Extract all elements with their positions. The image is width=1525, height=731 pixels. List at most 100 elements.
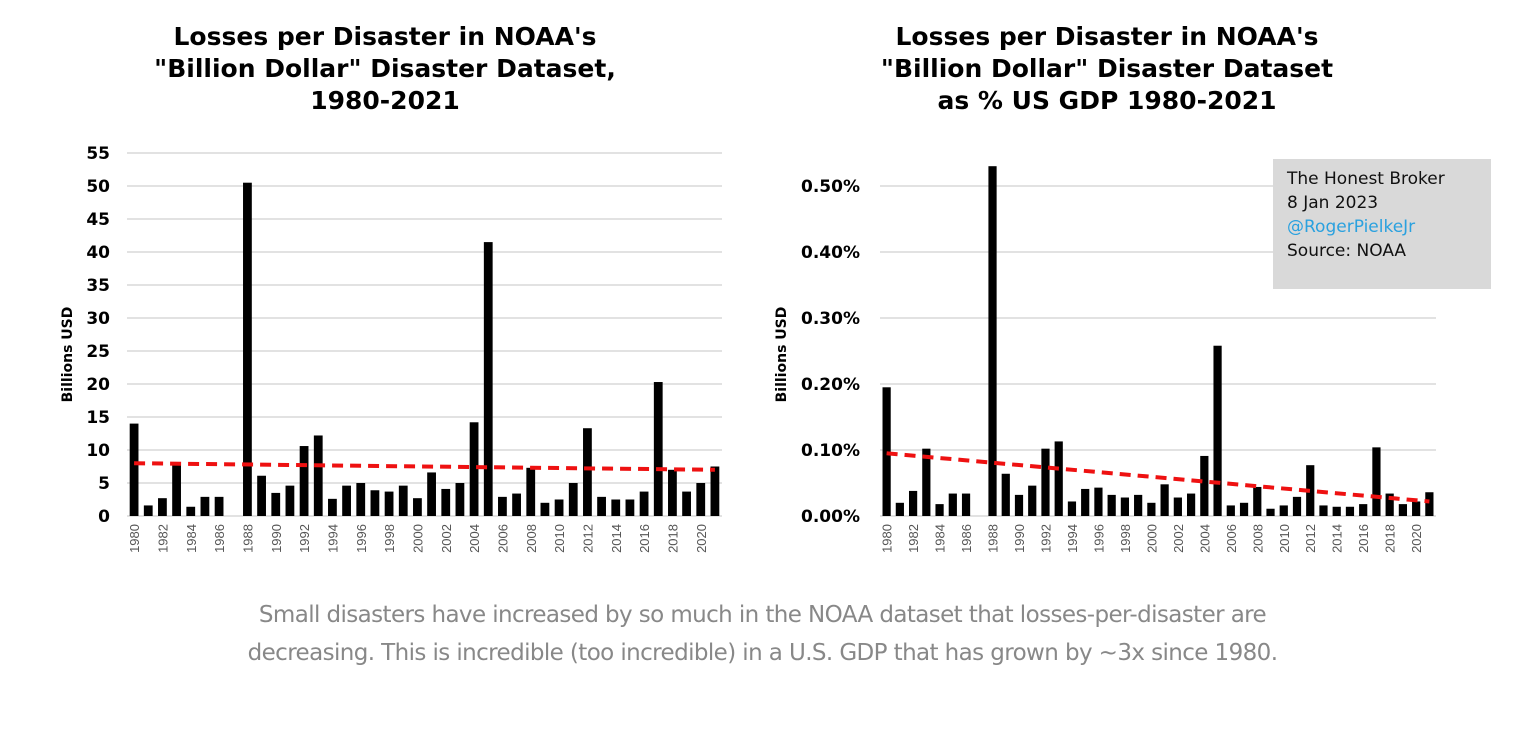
- y-tick-label: 40: [86, 243, 110, 263]
- y-tick-label: 5: [98, 474, 110, 494]
- bar-2008: [1253, 486, 1262, 516]
- bar-2002: [1173, 497, 1182, 516]
- y-tick-label: 30: [86, 309, 110, 329]
- bar-2020: [696, 483, 706, 516]
- bar-1992: [299, 446, 309, 516]
- x-tick-label: 1984: [933, 524, 948, 553]
- x-tick-label: 2014: [1330, 524, 1345, 553]
- bar-2019: [682, 491, 691, 516]
- bar-1981: [143, 505, 153, 516]
- bar-2006: [1226, 505, 1235, 516]
- y-tick-label: 0.10%: [801, 441, 860, 461]
- y-tick-label: 15: [86, 408, 110, 428]
- x-tick-label: 1984: [184, 524, 199, 553]
- chart-title-line: Losses per Disaster in NOAA's: [174, 22, 597, 51]
- bar-2018: [1385, 493, 1394, 516]
- y-tick-label: 0.50%: [801, 177, 860, 197]
- bar-2021: [710, 466, 720, 516]
- bar-2007: [512, 493, 521, 516]
- x-tick-label: 1996: [354, 524, 369, 553]
- x-tick-label: 2010: [552, 524, 567, 553]
- x-tick-label: 2000: [1144, 524, 1159, 553]
- chart-losses-pct-gdp: Losses per Disaster in NOAA's "Billion Do…: [774, 22, 1436, 553]
- bar-1988: [243, 182, 252, 516]
- bar-2012: [583, 428, 592, 516]
- credit-handle-link[interactable]: @RogerPielkeJr: [1287, 217, 1416, 237]
- bar-1985: [200, 496, 210, 516]
- bar-1993: [1054, 441, 1063, 516]
- bar-1981: [895, 502, 904, 516]
- bar-1989: [1001, 473, 1010, 516]
- bar-1999: [1134, 494, 1143, 516]
- trend-line: [134, 461, 715, 472]
- bar-2016: [639, 491, 649, 516]
- bar-1982: [158, 498, 167, 516]
- x-tick-label: 1982: [906, 524, 921, 553]
- bar-1992: [1041, 448, 1050, 516]
- bar-1986: [214, 496, 224, 516]
- x-tick-label: 2012: [1303, 524, 1318, 553]
- bar-1991: [285, 485, 295, 516]
- bar-1990: [271, 492, 281, 516]
- bar-2006: [498, 496, 507, 516]
- chart-losses-billions: Losses per Disaster in NOAA's "Billion Do…: [60, 22, 722, 553]
- y-tick-label: 25: [86, 342, 110, 362]
- bar-2010: [1279, 505, 1288, 516]
- bar-2011: [568, 483, 578, 516]
- x-tick-label: 2006: [1224, 524, 1239, 553]
- bar-2009: [1266, 508, 1275, 516]
- x-tick-label: 2002: [439, 524, 454, 553]
- bar-2018: [668, 469, 677, 516]
- bar-2021: [1425, 492, 1434, 516]
- x-tick-label: 1988: [986, 524, 1001, 553]
- x-tick-label: 2002: [1171, 524, 1186, 553]
- bar-1999: [398, 485, 408, 516]
- y-axis-label: Billions USD: [774, 307, 790, 403]
- x-tick-label: 1994: [325, 524, 340, 553]
- chart-title-line: 1980-2021: [310, 86, 460, 115]
- y-tick-label: 0: [98, 507, 110, 527]
- bar-1996: [356, 483, 366, 516]
- figure-caption: Small disasters have increased by so muc…: [247, 602, 1278, 666]
- bar-1986: [961, 493, 971, 516]
- bar-2020: [1412, 501, 1421, 516]
- bar-2019: [1398, 504, 1408, 516]
- bar-2001: [1160, 484, 1169, 516]
- x-tick-label: 1986: [959, 524, 974, 553]
- bar-1991: [1028, 485, 1037, 516]
- bar-2007: [1239, 502, 1249, 516]
- x-tick-label: 1986: [212, 524, 227, 553]
- x-tick-label: 2016: [1356, 524, 1371, 553]
- y-axis-label: Billions USD: [60, 307, 76, 403]
- x-tick-label: 1994: [1065, 524, 1080, 553]
- bar-2011: [1292, 496, 1302, 516]
- bar-1998: [384, 491, 394, 516]
- bar-2000: [1147, 502, 1156, 516]
- bar-2016: [1359, 504, 1368, 516]
- chart-title-line: as % US GDP 1980-2021: [937, 86, 1276, 115]
- bar-1988: [988, 166, 997, 516]
- bar-2014: [611, 499, 621, 516]
- bar-2015: [625, 499, 635, 516]
- credit-date: 8 Jan 2023: [1287, 193, 1379, 213]
- bar-2014: [1332, 506, 1341, 516]
- x-tick-label: 2016: [637, 524, 652, 553]
- y-tick-label: 55: [86, 144, 110, 164]
- bar-1996: [1094, 487, 1103, 516]
- x-tick-label: 2014: [609, 524, 624, 553]
- y-tick-label: 0.20%: [801, 375, 860, 395]
- x-tick-label: 2012: [580, 524, 595, 553]
- chart-title-line: Losses per Disaster in NOAA's: [896, 22, 1319, 51]
- y-tick-label: 0.00%: [801, 507, 860, 527]
- x-tick-label: 1998: [382, 524, 397, 553]
- bar-1980: [882, 387, 891, 516]
- x-tick-label: 2008: [524, 524, 539, 553]
- x-tick-label: 2004: [467, 524, 482, 553]
- y-tick-label: 45: [86, 210, 110, 230]
- x-tick-label: 1990: [1012, 524, 1027, 553]
- bar-2003: [455, 483, 465, 516]
- x-tick-label: 2008: [1250, 524, 1265, 553]
- chart-title-line: "Billion Dollar" Disaster Dataset: [881, 54, 1333, 83]
- x-tick-label: 2020: [694, 524, 709, 553]
